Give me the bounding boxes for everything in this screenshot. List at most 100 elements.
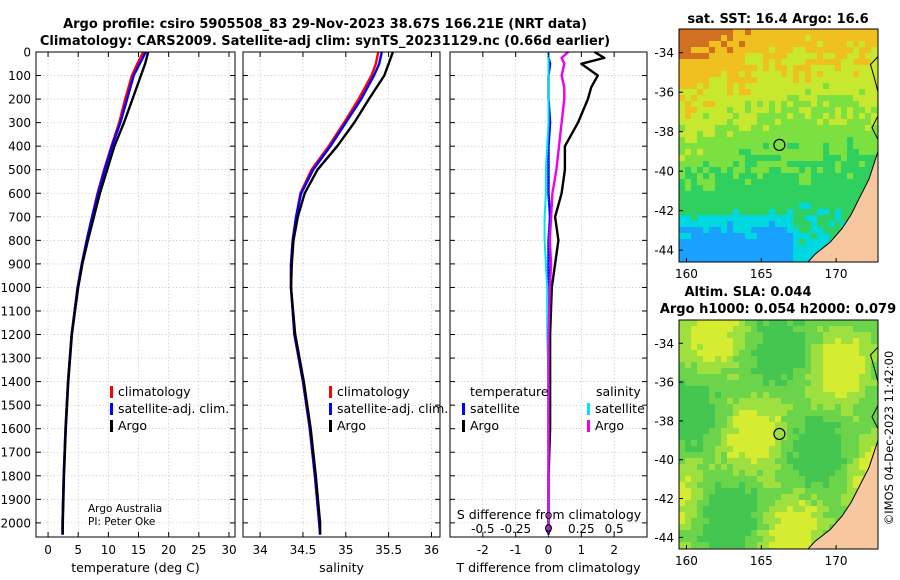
map-cell bbox=[727, 65, 733, 71]
map-cell bbox=[865, 101, 871, 107]
map-cell bbox=[781, 374, 787, 380]
map-cell bbox=[715, 65, 721, 71]
map-cell bbox=[787, 524, 793, 530]
map-cell bbox=[751, 113, 757, 119]
map-cell bbox=[745, 398, 751, 404]
map-cell bbox=[721, 239, 727, 245]
map-cell bbox=[859, 161, 865, 167]
map-cell bbox=[793, 215, 799, 221]
map-cell bbox=[787, 41, 793, 47]
map-cell bbox=[745, 155, 751, 161]
map-cell bbox=[871, 398, 877, 404]
map-cell bbox=[679, 95, 685, 101]
map-cell bbox=[697, 215, 703, 221]
map-cell bbox=[805, 95, 811, 101]
map-cell bbox=[691, 35, 697, 41]
map-cell bbox=[685, 398, 691, 404]
map-cell bbox=[757, 185, 763, 191]
map-cell bbox=[829, 464, 835, 470]
map-cell bbox=[721, 362, 727, 368]
map-cell bbox=[841, 47, 847, 53]
map-cell bbox=[805, 542, 811, 548]
temperature-panel: 0 5 10 15 20 25 300100200300400500600700800900… bbox=[0, 46, 236, 576]
map-cell bbox=[805, 197, 811, 203]
map-cell bbox=[739, 410, 745, 416]
map-cell bbox=[739, 446, 745, 452]
map-cell bbox=[829, 95, 835, 101]
map-cell bbox=[733, 500, 739, 506]
map-cell bbox=[799, 107, 805, 113]
map-cell bbox=[721, 125, 727, 131]
map-cell bbox=[715, 107, 721, 113]
map-cell bbox=[679, 131, 685, 137]
s-difference-axis-label: S difference from climatology bbox=[457, 507, 642, 522]
map-cell bbox=[679, 404, 685, 410]
map-y-tick-label: -34 bbox=[654, 46, 674, 60]
map-cell bbox=[853, 338, 859, 344]
map-cell bbox=[703, 416, 709, 422]
map-cell bbox=[781, 422, 787, 428]
map-cell bbox=[787, 47, 793, 53]
map-cell bbox=[799, 47, 805, 53]
map-cell bbox=[763, 239, 769, 245]
map-cell bbox=[739, 524, 745, 530]
map-cell bbox=[799, 59, 805, 65]
map-cell bbox=[757, 203, 763, 209]
map-cell bbox=[745, 191, 751, 197]
map-cell bbox=[721, 494, 727, 500]
map-cell bbox=[775, 107, 781, 113]
map-cell bbox=[733, 458, 739, 464]
map-cell bbox=[697, 506, 703, 512]
map-cell bbox=[751, 233, 757, 239]
map-cell bbox=[703, 320, 709, 326]
map-cell bbox=[721, 386, 727, 392]
y-tick-label: 300 bbox=[8, 116, 31, 130]
map-cell bbox=[709, 95, 715, 101]
map-cell bbox=[709, 350, 715, 356]
map-cell bbox=[751, 167, 757, 173]
map-cell bbox=[793, 320, 799, 326]
map-cell bbox=[829, 392, 835, 398]
map-cell bbox=[817, 35, 823, 41]
map-cell bbox=[709, 245, 715, 251]
map-cell bbox=[817, 143, 823, 149]
map-cell bbox=[829, 119, 835, 125]
map-cell bbox=[865, 410, 871, 416]
map-cell bbox=[811, 197, 817, 203]
map-cell bbox=[691, 239, 697, 245]
map-cell bbox=[739, 257, 745, 262]
map-cell bbox=[817, 374, 823, 380]
map-cell bbox=[709, 101, 715, 107]
map-cell bbox=[829, 29, 835, 35]
map-y-tick-label: -40 bbox=[654, 165, 674, 179]
map-cell bbox=[859, 35, 865, 41]
map-cell bbox=[793, 155, 799, 161]
series-line-argo bbox=[61, 51, 150, 535]
map-cell bbox=[691, 257, 697, 262]
map-cell bbox=[769, 155, 775, 161]
map-cell bbox=[829, 191, 835, 197]
map-cell bbox=[703, 470, 709, 476]
map-cell bbox=[823, 239, 829, 245]
map-cell bbox=[793, 71, 799, 77]
map-cell bbox=[781, 494, 787, 500]
map-cell bbox=[679, 191, 685, 197]
map-cell bbox=[691, 143, 697, 149]
map-cell bbox=[679, 518, 685, 524]
map-cell bbox=[781, 113, 787, 119]
map-cell bbox=[847, 452, 853, 458]
map-cell bbox=[829, 233, 835, 239]
map-cell bbox=[841, 203, 847, 209]
map-cell bbox=[739, 113, 745, 119]
map-cell bbox=[709, 338, 715, 344]
x-tick-label: 2 bbox=[610, 543, 618, 557]
map-cell bbox=[757, 209, 763, 215]
map-cell bbox=[691, 428, 697, 434]
map-cell bbox=[757, 446, 763, 452]
map-cell bbox=[679, 149, 685, 155]
map-cell bbox=[781, 350, 787, 356]
map-cell bbox=[679, 386, 685, 392]
map-cell bbox=[799, 470, 805, 476]
map-cell bbox=[871, 71, 877, 77]
map-cell bbox=[775, 119, 781, 125]
